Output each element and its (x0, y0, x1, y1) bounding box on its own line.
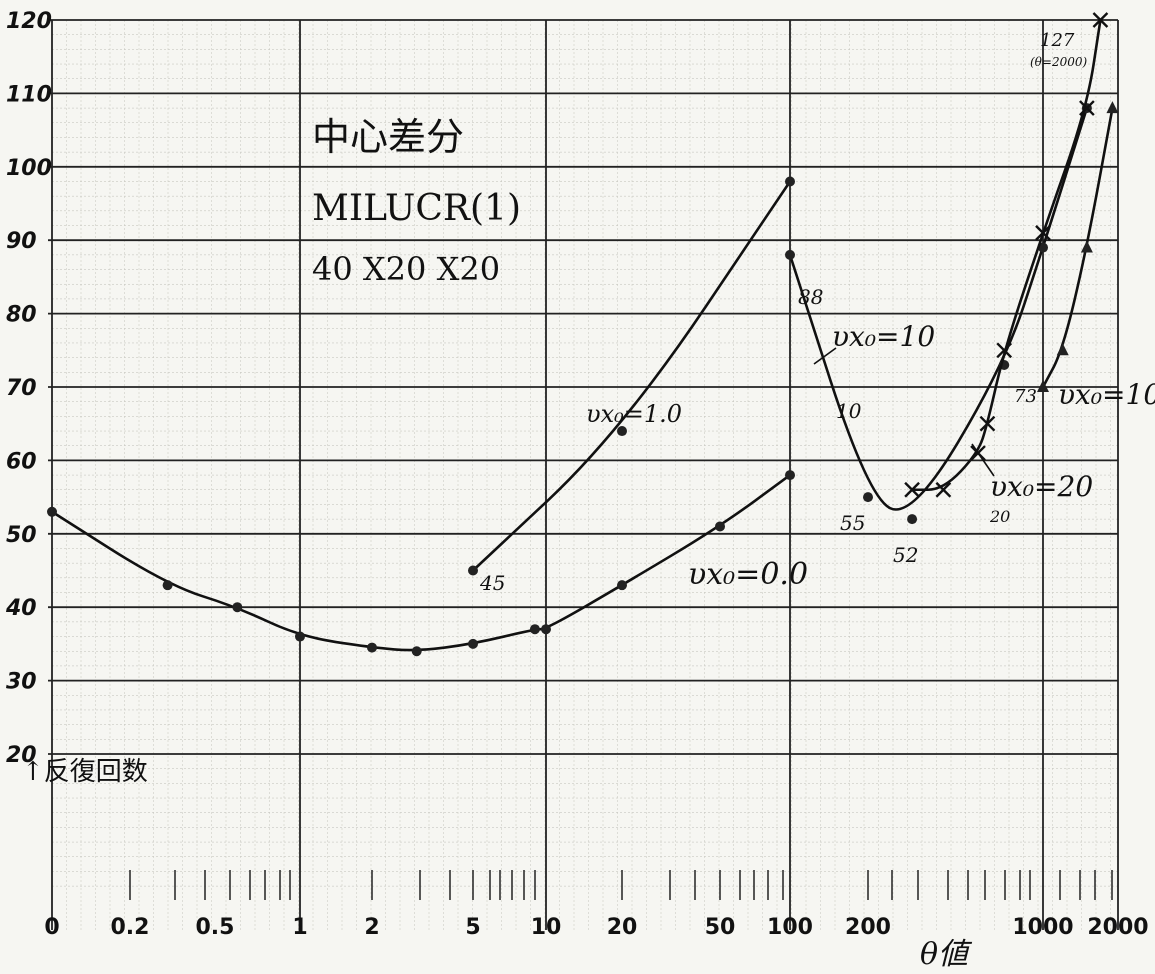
x-tick-label: 10 (531, 915, 562, 940)
y-tick-label: 110 (6, 82, 52, 107)
data-point (47, 506, 57, 517)
data-point (904, 481, 920, 498)
y-tick-labels: 120 110 100 90 80 70 60 50 40 30 20 (5, 9, 52, 768)
x-tick-label: 200 (845, 915, 891, 940)
label-vx0-1: υx₀=1.0 (586, 400, 682, 428)
y-tick-label: 50 (6, 523, 37, 548)
data-point (617, 580, 627, 591)
annotation-73: 73 (1014, 386, 1037, 407)
x-tick-labels: 0 0.2 0.5 1 2 5 10 20 50 100 200 1000 2000 (44, 915, 1148, 940)
label-arrow-vx0-20 (971, 443, 995, 477)
annotation-88: 88 (798, 285, 823, 309)
x-tick-label: 2 (364, 915, 379, 940)
data-point (1056, 343, 1069, 356)
data-point (468, 638, 478, 649)
label-vx0-20: υx₀=20 (990, 470, 1093, 503)
annotation-52: 52 (893, 543, 918, 567)
y-tick-label: 90 (6, 229, 37, 254)
annotation-20: 20 (989, 507, 1010, 526)
series-layer (47, 12, 1119, 657)
y-tick-label: 60 (6, 449, 37, 474)
data-point (541, 624, 551, 635)
data-point (295, 631, 305, 642)
data-point (162, 580, 173, 591)
annotation-55: 55 (840, 511, 865, 535)
data-point (1080, 240, 1093, 253)
annotation-theta-2000: (θ=2000) (1030, 55, 1088, 69)
series-line (50, 473, 792, 652)
data-point (367, 642, 377, 653)
x-tick-label: 0 (44, 915, 59, 940)
data-point (1035, 225, 1051, 241)
x-tick-label: 0.2 (111, 915, 150, 940)
data-point (935, 481, 952, 498)
label-vx0-100: υx₀=100 (1058, 378, 1155, 411)
data-point (232, 602, 243, 613)
data-point (715, 521, 725, 532)
data-point (907, 514, 918, 525)
y-tick-label: 100 (6, 156, 52, 181)
x-tick-label: 1000 (1012, 915, 1073, 940)
data-point (996, 342, 1013, 359)
x-tick-label: 20 (607, 915, 638, 940)
series-line (910, 18, 1102, 492)
x-tick-label: 50 (705, 915, 736, 940)
x-axis-label: θ値 (920, 937, 973, 972)
y-tick-label: 120 (6, 9, 52, 34)
y-tick-label: 40 (5, 596, 37, 621)
data-point (1037, 380, 1049, 392)
series-line (788, 106, 1089, 511)
data-point (785, 470, 795, 481)
annotation-10: 10 (836, 399, 862, 423)
annotation-45: 45 (479, 571, 505, 595)
y-tick-label: 70 (6, 376, 37, 401)
data-point (529, 624, 540, 635)
chart-title-line-1: 中心差分 (312, 115, 464, 159)
data-point (979, 415, 996, 432)
bottom-tick-marks (129, 870, 1113, 900)
y-axis-label: ↑反復回数 (22, 757, 148, 787)
x-tick-label: 100 (767, 915, 813, 940)
series-line (1041, 106, 1114, 389)
data-point (617, 426, 627, 437)
data-point (785, 249, 795, 260)
x-tick-label: 2000 (1087, 915, 1148, 940)
chart-title-line-3: 40 X20 X20 (312, 250, 500, 288)
data-point (785, 176, 795, 187)
series-line (471, 180, 792, 572)
y-tick-label: 80 (6, 303, 37, 328)
label-vx0-10: υx₀=10 (832, 320, 935, 353)
data-point (1079, 100, 1095, 116)
y-tick-label: 20 (6, 743, 37, 768)
data-point (1106, 101, 1119, 114)
data-point (411, 646, 422, 657)
label-arrow-vx0-10 (813, 347, 837, 365)
annotation-127: 127 (1040, 30, 1075, 51)
data-point (863, 492, 873, 503)
label-vx0-0: υx₀=0.0 (688, 557, 808, 592)
chart-title-line-2: MILUCR(1) (312, 188, 521, 229)
y-axis-label-text: ↑反復回数 (22, 757, 148, 787)
y-tick-label: 30 (6, 670, 37, 695)
x-tick-label: 0.5 (196, 915, 235, 940)
x-tick-label: 5 (465, 915, 480, 940)
data-point (1092, 12, 1109, 28)
data-point (468, 565, 478, 576)
x-tick-label: 1 (292, 915, 307, 940)
